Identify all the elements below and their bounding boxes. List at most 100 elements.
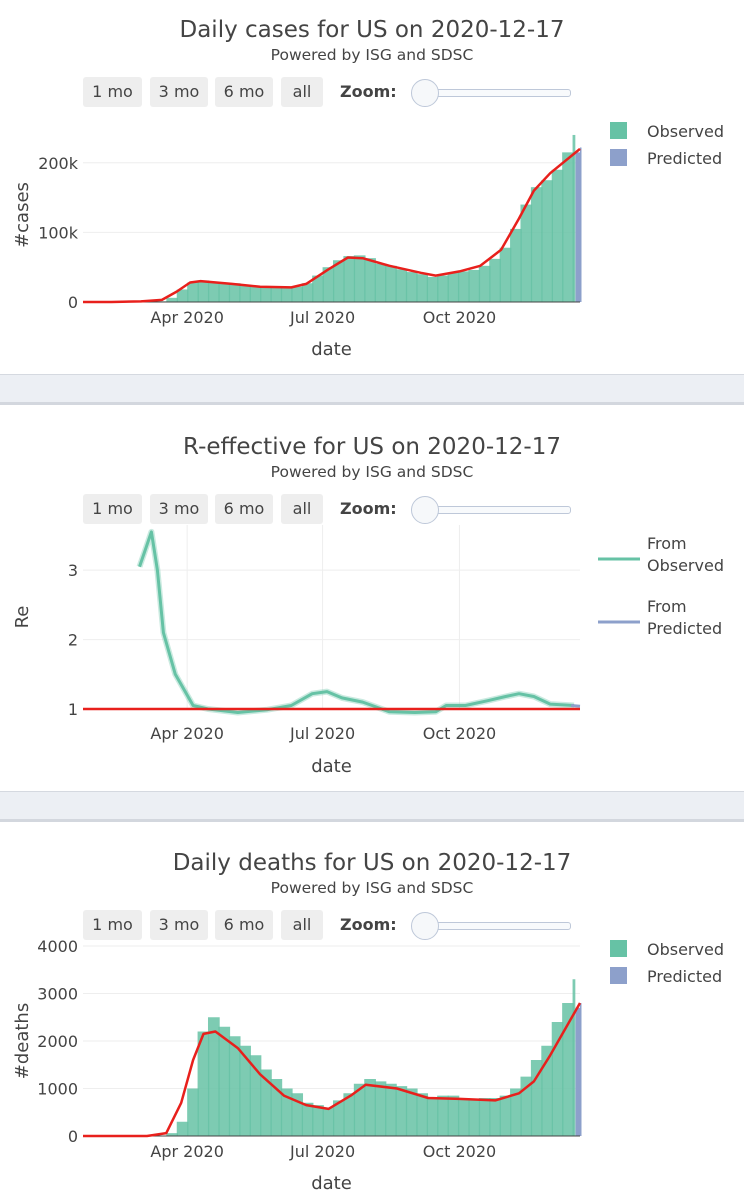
fit-line <box>83 1002 582 1138</box>
legend-label-predicted: Predicted <box>647 619 722 638</box>
chart-subtitle: Powered by ISG and SDSC <box>270 46 474 64</box>
range-button-1mo[interactable]: 1 mo <box>83 494 142 524</box>
zoom-slider-knob[interactable] <box>411 79 439 107</box>
y-tick-label: 3 <box>68 561 78 580</box>
observed-bar <box>395 1086 408 1136</box>
reff-panel: R-effective for US on 2020-12-17 Powered… <box>0 405 744 788</box>
observed-bar <box>343 256 356 302</box>
range-button-all[interactable]: all <box>281 494 323 524</box>
fit-line <box>83 147 581 304</box>
y-tick-label: 0 <box>68 1127 78 1146</box>
y-tick-label: 2 <box>68 631 78 650</box>
cases-chart: 0 100k 200k Apr 2020 Jul 2020 Oct 2020 date #ca… <box>12 122 724 360</box>
zoom-slider-knob[interactable] <box>411 496 439 524</box>
y-tick-label: 200k <box>38 154 79 173</box>
observed-bar <box>426 1098 439 1136</box>
range-button-3mo[interactable]: 3 mo <box>150 77 208 107</box>
zoom-label: Zoom: <box>340 499 397 518</box>
observed-bar <box>374 1081 387 1136</box>
observed-bar <box>187 282 199 302</box>
range-button-6mo[interactable]: 6 mo <box>215 910 273 940</box>
x-axis-title: date <box>311 1173 352 1194</box>
y-tick-label: 3000 <box>37 985 78 1004</box>
legend-label-observed: From <box>647 534 687 553</box>
x-tick-label: Apr 2020 <box>150 308 223 327</box>
observed-bar <box>405 272 418 302</box>
observed-bar <box>572 979 576 1136</box>
observed-bar <box>176 1121 189 1136</box>
observed-bar <box>499 1095 512 1136</box>
observed-bar <box>260 286 272 302</box>
observed-bar <box>478 265 491 302</box>
observed-bar <box>207 1017 220 1136</box>
predicted-bar <box>575 1007 580 1136</box>
chart-title: Daily cases for US on 2020-12-17 <box>179 17 565 43</box>
observed-bar <box>572 134 576 302</box>
deaths-chart: 0 1000 2000 3000 4000 Apr 2020 Jul 2020 Oct 202… <box>12 937 724 1194</box>
observed-bar <box>489 258 501 302</box>
observed-bar <box>541 1045 554 1136</box>
observed-bar <box>301 283 314 302</box>
chart-subtitle: Powered by ISG and SDSC <box>270 463 474 481</box>
range-button-1mo[interactable]: 1 mo <box>83 910 142 940</box>
legend-label-observed: Observed <box>647 940 724 959</box>
observed-bar <box>489 1098 501 1136</box>
range-button-3mo[interactable]: 3 mo <box>150 910 208 940</box>
x-tick-label: Jul 2020 <box>289 1142 355 1161</box>
y-tick-label: 2000 <box>37 1032 78 1051</box>
observed-bar <box>228 1036 241 1136</box>
legend-label-predicted: Predicted <box>647 967 722 986</box>
zoom-slider-knob[interactable] <box>411 912 439 940</box>
x-tick-label: Apr 2020 <box>150 1142 223 1161</box>
observed-bar <box>416 1093 429 1136</box>
observed-bar <box>405 1088 418 1136</box>
observed-bar <box>322 1107 335 1136</box>
deaths-panel: Daily deaths for US on 2020-12-17 Powere… <box>0 822 744 1200</box>
predicted-bar <box>580 1003 582 1136</box>
observed-bar <box>416 274 429 302</box>
observed-bar <box>218 1026 231 1136</box>
observed-bar <box>332 260 345 302</box>
separator <box>0 374 744 405</box>
legend-label-observed: Observed <box>647 556 724 575</box>
observed-bar <box>291 286 304 302</box>
observed-bar <box>562 152 574 302</box>
observed-bar <box>239 1045 251 1136</box>
range-button-1mo[interactable]: 1 mo <box>83 77 142 107</box>
observed-bar <box>312 1105 324 1136</box>
reff-chart: 1 2 3 Apr 2020 Jul 2020 Oct 2020 date Re From Obs… <box>12 525 724 777</box>
y-tick-label: 1 <box>68 700 78 719</box>
x-tick-label: Oct 2020 <box>423 1142 496 1161</box>
range-button-6mo[interactable]: 6 mo <box>215 494 273 524</box>
observed-bar <box>551 169 564 302</box>
range-button-all[interactable]: all <box>281 910 323 940</box>
observed-bar <box>395 269 408 302</box>
observed-bar <box>468 1100 481 1136</box>
range-button-all[interactable]: all <box>281 77 323 107</box>
observed-bar <box>176 289 189 302</box>
range-button-3mo[interactable]: 3 mo <box>150 494 208 524</box>
observed-bar <box>520 204 533 302</box>
legend-swatch-predicted <box>610 967 627 984</box>
observed-bar <box>343 1093 356 1136</box>
observed-bar <box>426 276 439 302</box>
observed-bar <box>312 275 324 302</box>
observed-bar <box>385 265 397 302</box>
observed-bar <box>353 1083 366 1136</box>
chart-title: R-effective for US on 2020-12-17 <box>183 434 561 460</box>
legend-label-observed: Observed <box>647 122 724 141</box>
observed-bar <box>364 1079 376 1136</box>
observed-bar <box>385 1083 397 1136</box>
observed-bar <box>468 269 481 302</box>
x-tick-label: Oct 2020 <box>423 308 496 327</box>
observed-bar <box>291 1093 304 1136</box>
observed-bar <box>510 1088 522 1136</box>
legend-label-predicted: From <box>647 597 687 616</box>
observed-bar <box>478 1098 491 1136</box>
observed-bar <box>218 282 231 302</box>
zoom-label: Zoom: <box>340 82 397 101</box>
x-tick-label: Apr 2020 <box>150 724 223 743</box>
observed-bar <box>166 297 179 302</box>
observed-bar <box>166 1133 179 1136</box>
range-button-6mo[interactable]: 6 mo <box>215 77 273 107</box>
